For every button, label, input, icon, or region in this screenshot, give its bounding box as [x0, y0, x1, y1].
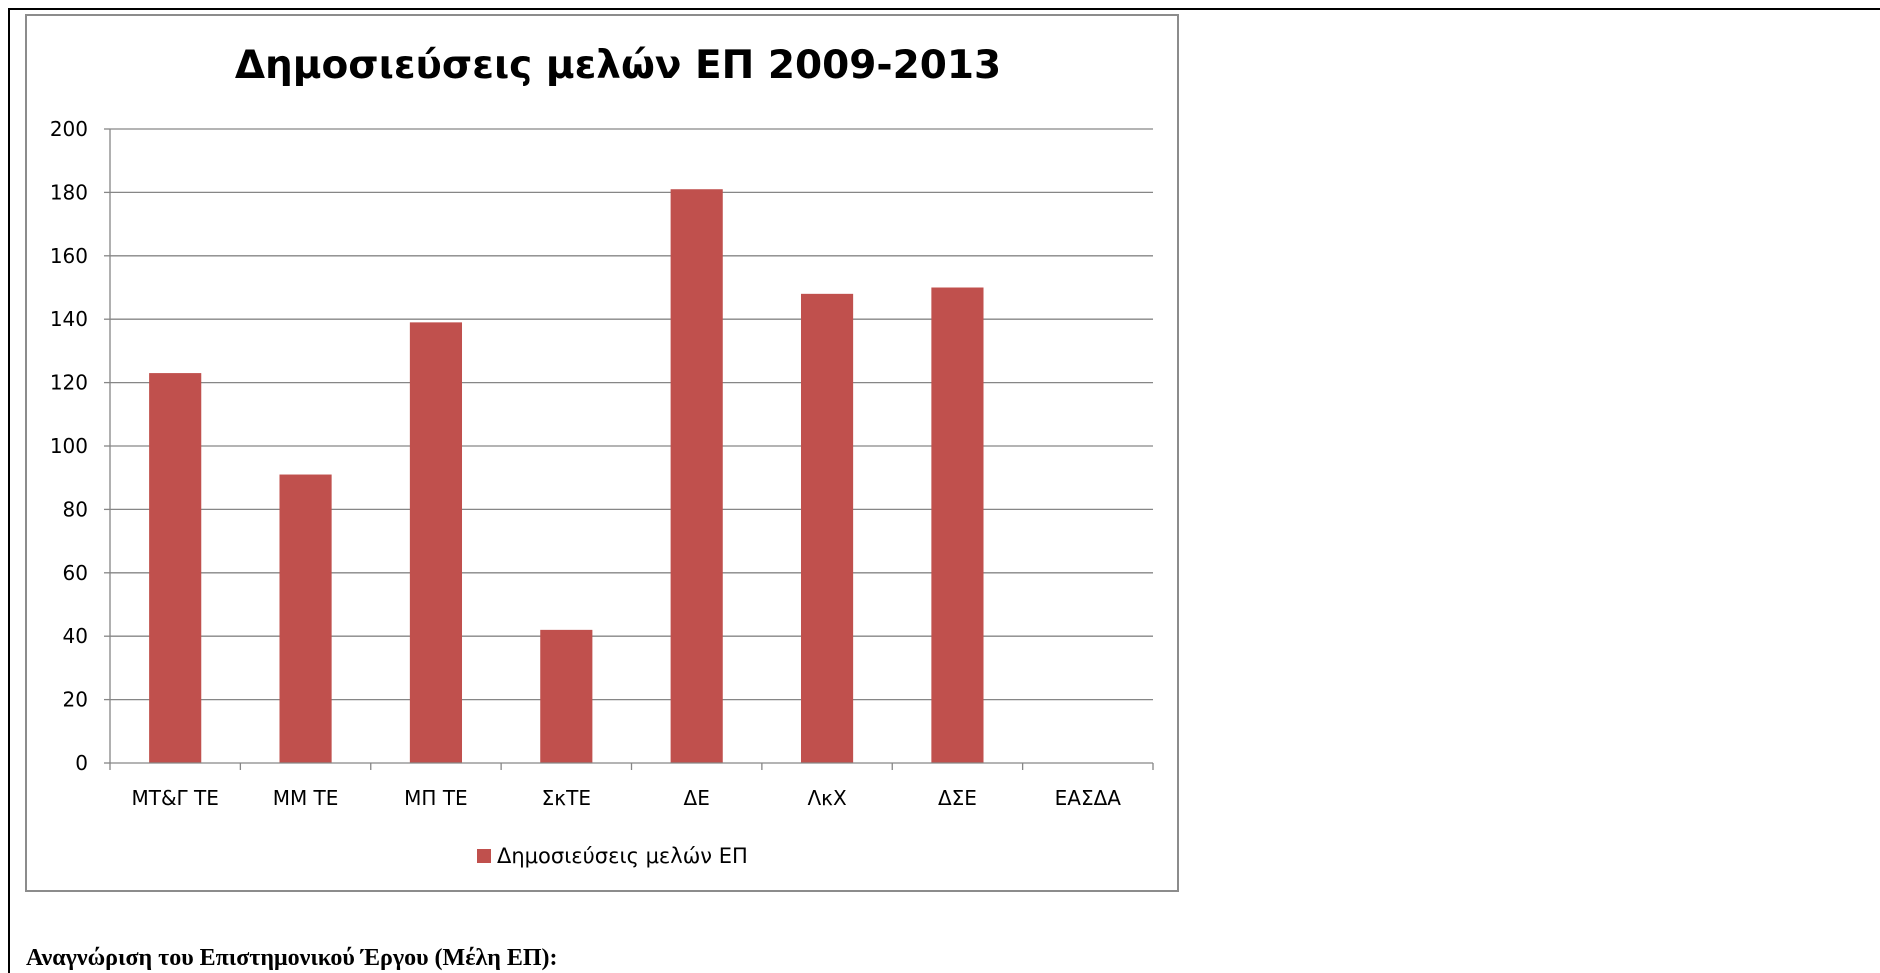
bar: [540, 629, 593, 763]
bar: [149, 373, 202, 763]
y-tick-label: 100: [50, 434, 88, 458]
y-tick-label: 120: [50, 371, 88, 395]
bar: [279, 474, 332, 763]
legend-label: Δημοσιεύσεις μελών ΕΠ: [497, 844, 748, 868]
y-tick-label: 80: [63, 497, 88, 521]
legend: Δημοσιεύσεις μελών ΕΠ: [477, 844, 748, 868]
y-tick-labels: 0 20 40 60 80 100 120 140 160 180 200: [50, 117, 88, 775]
x-tick-labels: ΜΤ&Γ ΤΕ ΜΜ ΤΕ ΜΠ ΤΕ ΣκΤΕ ΔΕ ΛκΧ ΔΣΕ ΕΑΣΔΑ: [131, 786, 1121, 810]
x-tick-label: ΣκΤΕ: [542, 786, 591, 810]
section-heading: Αναγνώριση του Επιστημονικού Έργου (Μέλη…: [26, 945, 558, 971]
y-tick-label: 0: [75, 751, 88, 775]
gridlines: [104, 128, 1153, 764]
axes: [109, 129, 1154, 770]
y-tick-label: 40: [63, 624, 88, 648]
y-tick-label: 180: [50, 180, 88, 204]
x-tick-label: ΜΠ ΤΕ: [404, 786, 468, 810]
bar-chart: Δημοσιεύσεις μελών ΕΠ 2009-2013 0 20 40 60 8…: [50, 43, 1154, 868]
bar: [931, 287, 984, 763]
chart-container: Δημοσιεύσεις μελών ΕΠ 2009-2013 0 20 40 60 8…: [25, 14, 1179, 892]
chart-title: Δημοσιεύσεις μελών ΕΠ 2009-2013: [235, 43, 1001, 88]
page-frame: [8, 8, 1880, 973]
bar: [670, 189, 723, 764]
bar: [800, 293, 854, 763]
y-tick-label: 160: [50, 244, 88, 268]
x-tick-label: ΛκΧ: [807, 786, 846, 810]
legend-swatch: [477, 849, 491, 863]
x-tick-label: ΔΕ: [684, 786, 710, 810]
y-tick-label: 200: [50, 117, 88, 141]
y-tick-label: 20: [63, 688, 88, 712]
y-tick-label: 140: [50, 307, 88, 331]
x-tick-label: ΕΑΣΔΑ: [1055, 786, 1122, 810]
bar: [409, 322, 463, 763]
x-tick-label: ΜΜ ΤΕ: [273, 786, 339, 810]
bars: [149, 189, 984, 764]
x-tick-label: ΔΣΕ: [938, 786, 977, 810]
x-tick-label: ΜΤ&Γ ΤΕ: [131, 786, 218, 810]
y-tick-label: 60: [63, 561, 88, 585]
